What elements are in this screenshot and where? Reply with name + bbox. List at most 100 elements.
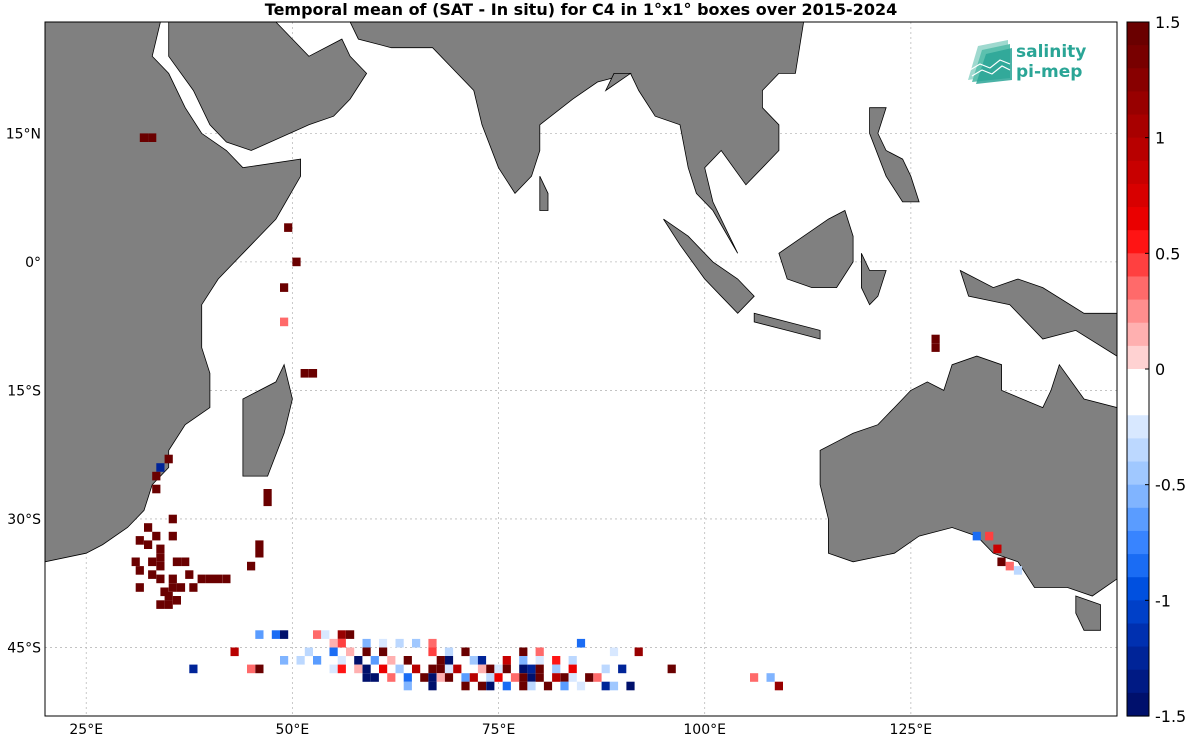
data-cell-52 [993, 544, 1002, 554]
land-polygon-5 [753, 312, 821, 340]
data-cell-152 [750, 673, 759, 682]
data-cell-142 [494, 673, 503, 682]
data-cell-34 [185, 570, 194, 579]
colorbar-swatch-14 [1127, 345, 1149, 370]
data-cell-147 [552, 673, 561, 682]
data-cell-105 [247, 664, 256, 674]
data-cell-29 [247, 561, 256, 571]
data-cell-136 [428, 673, 437, 682]
colorbar-swatch-11 [1127, 276, 1149, 301]
map-title: Temporal mean of (SAT - In situ) for C4 … [264, 0, 898, 19]
data-cell-120 [494, 664, 503, 674]
colorbar-swatch-29 [1127, 692, 1149, 717]
data-cell-80 [461, 647, 470, 657]
colorbar-swatch-12 [1127, 299, 1149, 324]
data-cell-73 [304, 647, 313, 657]
data-cell-81 [519, 647, 528, 657]
colorbar-swatch-4 [1127, 114, 1149, 139]
data-cell-24 [131, 557, 140, 567]
data-cell-124 [535, 664, 544, 674]
data-cell-32 [156, 574, 165, 584]
data-cell-92 [387, 656, 396, 665]
data-cell-1 [148, 133, 157, 142]
data-cell-45 [172, 596, 181, 605]
data-cell-67 [387, 638, 396, 648]
data-cell-146 [535, 673, 544, 682]
data-cell-54 [1005, 561, 1014, 571]
data-cell-89 [337, 656, 346, 665]
data-cell-148 [560, 673, 569, 682]
colorbar-swatch-21 [1127, 507, 1149, 532]
data-cell-65 [362, 638, 371, 648]
data-cell-86 [280, 656, 289, 665]
colorbar-swatch-10 [1127, 253, 1149, 278]
lon-tick-label-1: 50°E [276, 722, 310, 738]
data-cell-103 [568, 656, 577, 665]
logo-text-salinity: salinity [1016, 42, 1086, 62]
colorbar-swatch-2 [1127, 68, 1149, 92]
data-cell-53 [997, 557, 1006, 567]
colorbar-tick-label-3: 0 [1155, 360, 1165, 379]
data-cell-78 [428, 647, 437, 657]
data-cell-107 [329, 664, 338, 674]
land-polygon-7 [861, 253, 887, 306]
land-polygon-10 [242, 363, 293, 477]
lat-tick-label-4: 45°S [7, 640, 41, 656]
data-cell-102 [552, 656, 561, 665]
data-cell-61 [337, 630, 346, 639]
data-cell-50 [972, 531, 981, 541]
data-cell-110 [362, 664, 371, 674]
data-cell-59 [313, 630, 322, 639]
data-cell-153 [766, 673, 775, 682]
colorbar-swatch-24 [1127, 577, 1149, 601]
land-polygon-1 [168, 22, 368, 151]
data-cell-14 [168, 514, 177, 524]
lat-tick-label-1: 0° [25, 255, 41, 271]
lon-tick-label-4: 125°E [890, 722, 933, 738]
data-cell-106 [255, 664, 264, 674]
data-cell-130 [667, 664, 676, 674]
data-cell-62 [346, 630, 355, 639]
data-cell-37 [214, 574, 223, 584]
colorbar-swatch-19 [1127, 461, 1149, 486]
data-cell-168 [774, 681, 783, 691]
land-polygon-9 [819, 355, 1117, 597]
colorbar-tick-label-4: -0.5 [1155, 476, 1186, 495]
data-cell-90 [354, 656, 363, 665]
data-cell-85 [156, 656, 165, 665]
colorbar-swatch-23 [1127, 554, 1149, 578]
data-cell-161 [527, 681, 536, 691]
lat-tick-label-2: 15°S [7, 383, 41, 399]
data-cell-40 [160, 587, 169, 597]
data-cell-27 [172, 557, 181, 567]
data-cell-117 [453, 664, 462, 674]
data-cell-58 [280, 630, 289, 639]
data-cell-114 [428, 664, 437, 674]
data-cell-26 [156, 561, 165, 571]
data-cell-84 [634, 647, 643, 657]
data-cell-135 [420, 673, 429, 682]
data-cell-131 [362, 673, 371, 682]
data-cell-47 [164, 600, 173, 609]
data-cell-111 [379, 664, 388, 674]
data-cell-64 [337, 638, 346, 648]
data-cell-154 [403, 681, 412, 691]
colorbar-swatch-0 [1127, 22, 1149, 46]
data-cell-141 [486, 673, 495, 682]
data-cell-51 [985, 531, 994, 541]
data-cell-116 [444, 664, 454, 674]
data-cell-108 [337, 664, 346, 674]
data-cell-12 [263, 489, 272, 498]
colorbar-swatch-27 [1127, 646, 1149, 671]
colorbar-tick-label-2: 0.5 [1155, 244, 1180, 263]
data-cell-63 [329, 638, 338, 648]
data-cell-28 [181, 557, 190, 567]
latitude-tick-labels: 15°N 0° 15°S 30°S 45°S [6, 126, 41, 656]
colorbar-swatch-3 [1127, 91, 1149, 116]
data-cell-8 [164, 454, 173, 464]
colorbar-swatch-17 [1127, 415, 1149, 439]
land-polygon-13 [604, 73, 632, 92]
data-cell-98 [477, 656, 487, 665]
data-cell-10 [152, 471, 161, 481]
data-cell-109 [354, 664, 363, 674]
